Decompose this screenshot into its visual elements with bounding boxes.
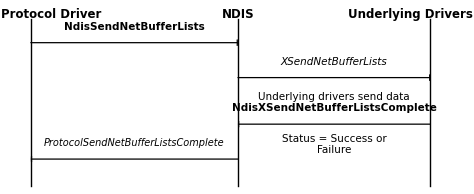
- Text: Protocol Driver: Protocol Driver: [1, 8, 101, 21]
- Text: XSendNetBufferLists: XSendNetBufferLists: [281, 57, 388, 67]
- Text: NdisSendNetBufferLists: NdisSendNetBufferLists: [64, 22, 205, 32]
- Text: Underlying Drivers: Underlying Drivers: [348, 8, 473, 21]
- Text: Status = Success or
Failure: Status = Success or Failure: [282, 134, 386, 155]
- Text: NdisXSendNetBufferListsComplete: NdisXSendNetBufferListsComplete: [232, 103, 437, 113]
- Text: Underlying drivers send data: Underlying drivers send data: [258, 92, 410, 102]
- Text: NDIS: NDIS: [222, 8, 254, 21]
- Text: ProtocolSendNetBufferListsComplete: ProtocolSendNetBufferListsComplete: [44, 138, 225, 148]
